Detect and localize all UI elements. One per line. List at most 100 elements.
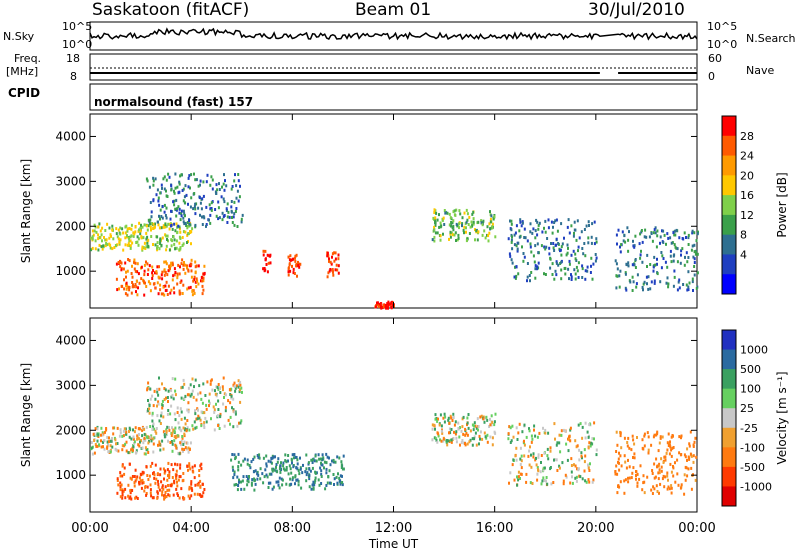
data-cell-2: [164, 495, 166, 499]
data-cell-1: [223, 392, 226, 396]
data-cell-6: [642, 474, 645, 478]
data-cell-7: [474, 228, 476, 232]
data-cell-1: [156, 387, 158, 391]
data-cell-2: [133, 260, 136, 264]
data-cell-0: [144, 438, 147, 442]
data-cell-1: [217, 424, 220, 427]
data-cell-1: [165, 216, 168, 220]
data-cell-1: [203, 411, 206, 415]
data-cell-2: [152, 282, 155, 286]
data-cell-4: [475, 443, 478, 447]
data-cell-6: [627, 476, 629, 480]
data-cell-4: [473, 421, 476, 425]
data-cell-1: [233, 223, 236, 227]
data-cell-3: [290, 458, 293, 462]
data-cell-2: [186, 464, 189, 468]
data-cell-3: [318, 483, 321, 487]
data-cell-0: [156, 245, 159, 248]
data-cell-1: [222, 402, 225, 406]
data-cell-2: [175, 487, 178, 491]
data-cell-1: [225, 184, 228, 188]
data-cell-8: [581, 267, 584, 271]
data-cell-5: [555, 458, 558, 462]
data-cell-0: [180, 443, 183, 447]
data-cell-1: [198, 416, 201, 420]
data-cell-4: [481, 437, 484, 441]
data-cell-3: [298, 472, 301, 476]
data-cell-1: [174, 377, 177, 381]
data-cell-7: [466, 218, 469, 222]
data-cell-0: [172, 429, 175, 432]
data-cell-2: [124, 292, 127, 296]
data-cell-2: [151, 277, 154, 280]
data-cell-5: [592, 478, 595, 482]
data-cell-1: [222, 215, 225, 219]
data-cell-8: [510, 238, 513, 242]
data-cell-0: [141, 446, 144, 450]
data-cell-8: [548, 252, 551, 256]
data-cell-0: [93, 223, 96, 227]
data-cell-0: [147, 451, 150, 454]
data-cell-8: [559, 262, 562, 265]
data-cell-1: [194, 378, 197, 382]
data-cell-1: [227, 418, 230, 422]
data-cell-0: [141, 434, 144, 438]
data-cell-0: [102, 445, 104, 449]
data-cell-7: [489, 217, 492, 221]
data-cell-1: [215, 183, 218, 187]
data-cell-5: [543, 451, 546, 455]
data-cell-9: [632, 239, 634, 243]
data-cell-0: [173, 429, 176, 433]
data-cell-6: [391, 301, 394, 305]
data-cell-5: [579, 422, 582, 426]
data-cell-6: [684, 455, 687, 459]
data-cell-6: [374, 305, 377, 309]
data-cell-8: [574, 228, 577, 232]
data-cell-6: [643, 444, 646, 448]
data-cell-7: [443, 223, 446, 226]
data-cell-7: [441, 218, 444, 222]
data-cell-1: [154, 397, 157, 401]
data-cell-0: [116, 243, 119, 247]
data-cell-0: [188, 224, 191, 228]
data-cell-6: [690, 487, 693, 491]
data-cell-3: [321, 453, 324, 457]
data-cell-4: [445, 441, 448, 445]
data-cell-6: [668, 443, 671, 447]
data-cell-0: [130, 223, 133, 227]
colorbar-swatch: [722, 349, 736, 370]
data-cell-8: [532, 227, 535, 231]
data-cell-0: [155, 431, 158, 435]
data-cell-0: [181, 236, 184, 239]
data-cell-8: [553, 221, 556, 224]
data-cell-1: [217, 200, 220, 204]
data-cell-0: [168, 426, 170, 429]
data-cell-0: [121, 444, 124, 448]
data-cell-4: [439, 413, 442, 417]
data-cell-1: [218, 427, 221, 430]
data-cell-2: [156, 265, 159, 269]
data-cell-8: [583, 228, 586, 231]
data-cell-8: [531, 231, 534, 235]
data-cell-3: [247, 477, 249, 481]
data-cell-2: [143, 263, 146, 267]
data-cell-2: [176, 492, 179, 496]
data-cell-2: [134, 468, 137, 472]
data-cell-0: [150, 228, 152, 232]
data-cell-5: [533, 424, 536, 428]
data-cell-5: [509, 441, 512, 444]
data-cell-8: [507, 237, 510, 241]
data-cell-0: [117, 237, 120, 241]
data-cell-2: [119, 471, 122, 475]
data-cell-2: [152, 269, 154, 272]
data-cell-2: [168, 473, 171, 477]
data-cell-6: [623, 436, 626, 440]
data-cell-3: [325, 461, 328, 465]
data-cell-7: [469, 225, 472, 229]
data-cell-4: [469, 438, 472, 442]
y-tick-label: 3000: [55, 174, 86, 188]
data-cell-5: [581, 456, 583, 460]
data-cell-6: [683, 473, 686, 477]
data-cell-0: [134, 230, 137, 234]
data-cell-3: [281, 483, 284, 487]
